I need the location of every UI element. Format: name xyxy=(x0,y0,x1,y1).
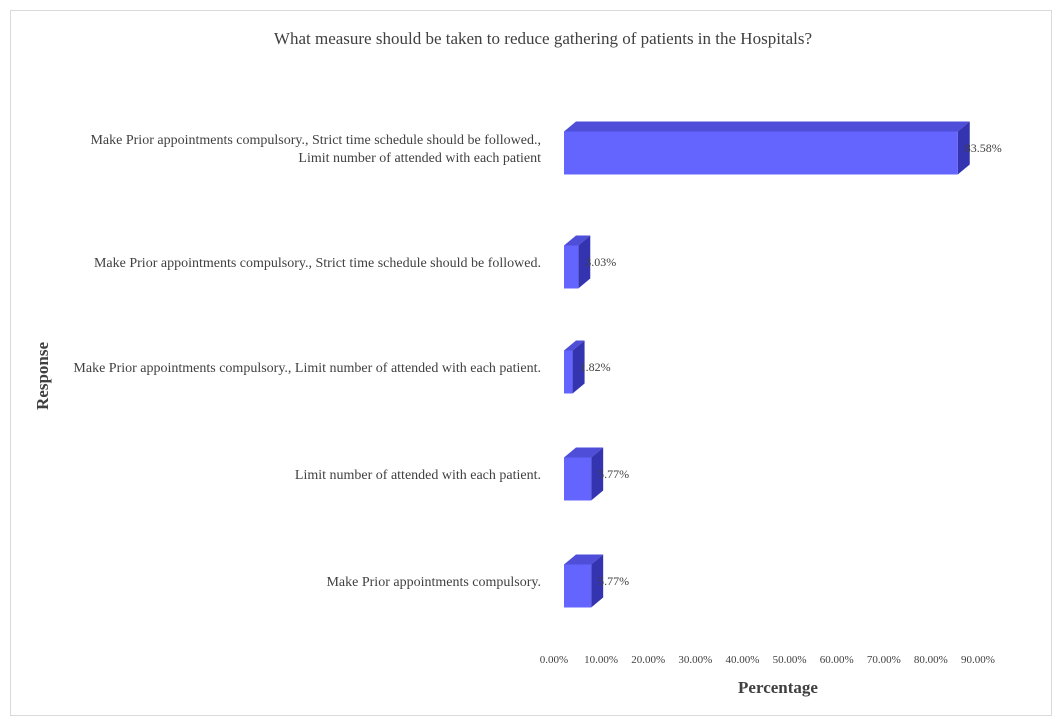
category-label: Make Prior appointments compulsory. xyxy=(326,575,541,590)
bar-front-face xyxy=(564,131,958,175)
bar-top-face xyxy=(564,554,604,565)
bar-front-face xyxy=(564,245,579,289)
data-label: 3.03% xyxy=(585,255,616,269)
x-tick-label: 70.00% xyxy=(867,654,901,666)
data-label: 1.82% xyxy=(580,360,611,374)
category-label: Make Prior appointments compulsory., Str… xyxy=(94,256,541,271)
data-label: 5.77% xyxy=(598,467,629,481)
bar-top-face xyxy=(564,235,591,246)
data-label: 5.77% xyxy=(598,574,629,588)
bar-side-face xyxy=(591,447,604,501)
bar-side-face xyxy=(591,554,604,608)
category-label: Make Prior appointments compulsory., Str… xyxy=(90,133,541,148)
bar-4 xyxy=(564,447,604,501)
bar-top-face xyxy=(564,447,604,458)
data-label: 83.58% xyxy=(965,141,1002,155)
chart-title: What measure should be taken to reduce g… xyxy=(274,29,812,48)
x-tick-label: 30.00% xyxy=(678,654,712,666)
x-tick-label: 0.00% xyxy=(540,654,568,666)
bar-top-face xyxy=(564,340,585,351)
y-axis-title: Response xyxy=(33,342,52,410)
x-tick-label: 40.00% xyxy=(725,654,759,666)
category-label: Limit number of attended with each patie… xyxy=(298,151,541,166)
x-tick-label: 10.00% xyxy=(584,654,618,666)
x-axis-title: Percentage xyxy=(738,678,818,697)
bar-top-face xyxy=(564,121,970,132)
bar-front-face xyxy=(564,564,592,608)
x-tick-label: 60.00% xyxy=(820,654,854,666)
bar-side-face xyxy=(572,340,585,394)
bar-side-face xyxy=(957,121,970,175)
bar-front-face xyxy=(564,457,592,501)
x-tick-label: 80.00% xyxy=(914,654,948,666)
x-tick-label: 50.00% xyxy=(773,654,807,666)
category-label: Make Prior appointments compulsory., Lim… xyxy=(73,361,541,376)
bar-5 xyxy=(564,554,604,608)
x-tick-label: 90.00% xyxy=(961,654,995,666)
category-label: Limit number of attended with each patie… xyxy=(295,468,541,483)
x-tick-label: 20.00% xyxy=(631,654,665,666)
bar-1 xyxy=(564,121,970,175)
bar-side-face xyxy=(578,235,591,289)
bar-3 xyxy=(564,340,585,394)
bar-2 xyxy=(564,235,591,289)
bar-front-face xyxy=(564,350,573,394)
